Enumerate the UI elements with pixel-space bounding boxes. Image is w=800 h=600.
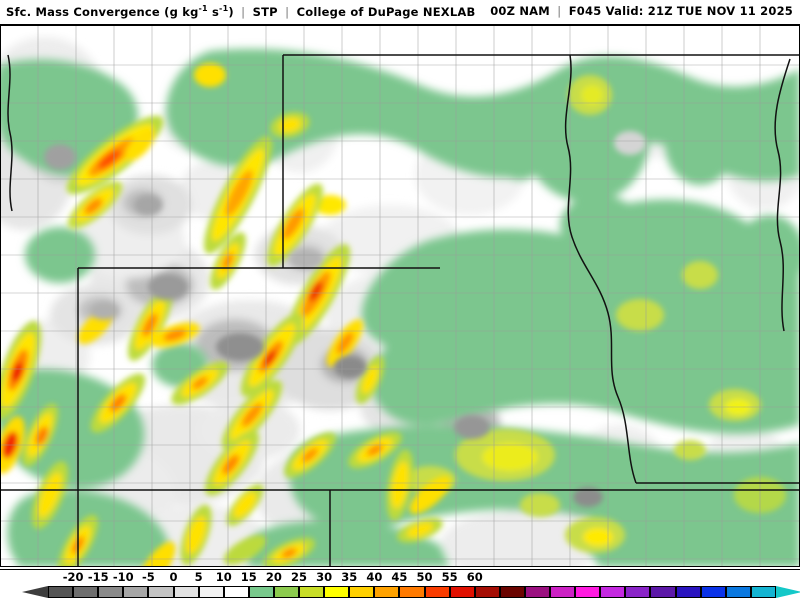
colorbar-segment — [449, 586, 475, 598]
colorbar-tick-label: 35 — [341, 570, 358, 584]
colorbar-segment — [524, 586, 551, 598]
colorbar-segment — [324, 586, 350, 598]
colorbar-segment — [650, 586, 676, 598]
map-field-svg — [0, 25, 800, 567]
colorbar-tick-label: 50 — [416, 570, 433, 584]
colorbar-tick-label: 5 — [194, 570, 203, 584]
yellow-green-layer — [194, 63, 786, 553]
colorbar-segment — [725, 586, 751, 598]
colorbar-tick-label: 0 — [169, 570, 178, 584]
colorbar-segment — [374, 586, 400, 598]
info-separator: | — [557, 4, 562, 18]
colorbar-segment — [499, 586, 525, 598]
valid-time-label: Valid: 21Z TUE NOV 11 2025 — [605, 4, 793, 18]
product-units: (g kg-1 s-1) — [164, 4, 234, 19]
colorbar-tick-label: 15 — [240, 570, 257, 584]
product-title: Sfc. Mass Convergence (g kg-1 s-1) | STP… — [6, 4, 475, 19]
source-label: College of DuPage NEXLAB — [296, 4, 476, 19]
colorbar-segment — [550, 586, 576, 598]
colorbar-segment — [148, 586, 174, 598]
colorbar-segment — [700, 586, 726, 598]
title-separator-1: | — [241, 4, 246, 19]
field-layer — [0, 37, 800, 567]
colorbar-tick-label: 25 — [291, 570, 308, 584]
colorbar-segment — [600, 586, 626, 598]
county-boundaries — [0, 25, 800, 567]
colorbar[interactable]: -20 -15 -10 -5 0 5 10 15 20 25 30 35 40 45 50 55 60 — [0, 570, 800, 600]
map-canvas[interactable] — [0, 24, 800, 570]
product-name: Sfc. Mass Convergence — [6, 4, 160, 19]
colorbar-segment — [98, 586, 124, 598]
title-separator-2: | — [285, 4, 290, 19]
colorbar-segment — [750, 586, 776, 598]
domain-label: STP — [252, 4, 278, 19]
colorbar-tick-label: 55 — [441, 570, 458, 584]
colorbar-tick-label: -20 — [62, 570, 84, 584]
colorbar-segment — [349, 586, 375, 598]
colorbar-tick-label: 10 — [215, 570, 232, 584]
colorbar-segment — [123, 586, 149, 598]
colorbar-segment — [48, 586, 74, 598]
model-valid-info: 00Z NAM | F045 Valid: 21Z TUE NOV 11 202… — [490, 4, 793, 18]
colorbar-tick-label: -5 — [142, 570, 155, 584]
colorbar-tick-label: 45 — [391, 570, 408, 584]
colorbar-segment — [173, 586, 199, 598]
colorbar-under-arrow — [22, 586, 48, 598]
colorbar-segment — [399, 586, 425, 598]
colorbar-segment — [273, 586, 300, 598]
colorbar-tick-label: -15 — [87, 570, 109, 584]
colorbar-strip[interactable] — [0, 585, 800, 600]
colorbar-segment — [575, 586, 601, 598]
colorbar-segment — [625, 586, 651, 598]
colorbar-segment — [223, 586, 249, 598]
divergence-core-layer — [44, 131, 646, 507]
model-run-label: 00Z NAM — [490, 4, 550, 18]
colorbar-over-arrow — [776, 586, 800, 598]
colorbar-tick-labels: -20 -15 -10 -5 0 5 10 15 20 25 30 35 40 45 50 55 60 — [0, 570, 800, 585]
colorbar-tick-label: 60 — [466, 570, 483, 584]
colorbar-segment — [675, 586, 701, 598]
colorbar-segment — [248, 586, 274, 598]
colorbar-segment — [474, 586, 500, 598]
header-bar: Sfc. Mass Convergence (g kg-1 s-1) | STP… — [0, 0, 800, 24]
colorbar-tick-label: 30 — [316, 570, 333, 584]
high-convergence-layer — [0, 112, 451, 567]
colorbar-tick-label: -10 — [112, 570, 134, 584]
colorbar-tick-label: 20 — [265, 570, 282, 584]
colorbar-tick-label: 40 — [366, 570, 383, 584]
state-boundaries — [0, 54, 800, 567]
colorbar-segment — [198, 586, 224, 598]
colorbar-segment — [424, 586, 450, 598]
colorbar-segment — [73, 586, 99, 598]
forecast-hour-label: F045 — [568, 4, 602, 18]
colorbar-segment — [299, 586, 325, 598]
